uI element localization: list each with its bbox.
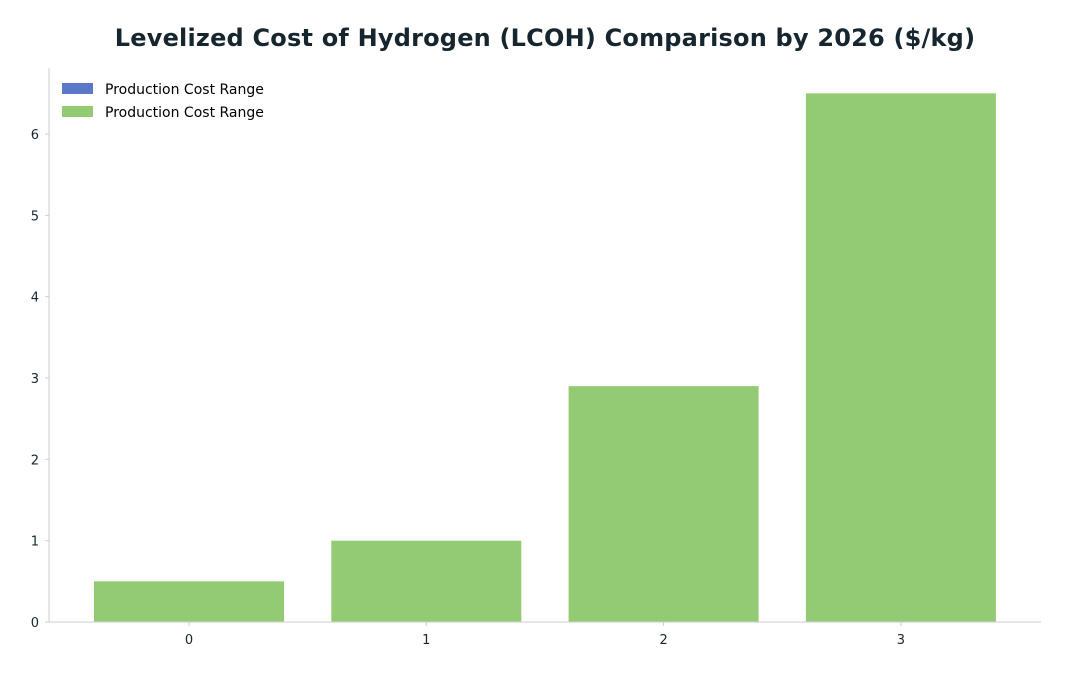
y-tick-label: 6 — [31, 128, 39, 143]
y-tick-label: 5 — [31, 209, 39, 224]
x-tick-label: 2 — [659, 633, 667, 648]
chart-title: Levelized Cost of Hydrogen (LCOH) Compar… — [114, 24, 976, 52]
y-tick-label: 3 — [31, 372, 39, 387]
y-axis-ticks: 0 1 2 3 4 5 6 — [31, 128, 49, 631]
y-tick-label: 1 — [31, 535, 39, 550]
x-axis-ticks: 0 1 2 3 — [185, 622, 905, 648]
legend-label: Production Cost Range — [105, 82, 264, 98]
y-tick-label: 2 — [31, 453, 39, 468]
axes-layer — [48, 68, 1041, 623]
x-tick-label: 1 — [422, 633, 430, 648]
x-tick-label: 0 — [185, 633, 193, 648]
bar-0 — [94, 581, 284, 622]
y-tick-label: 4 — [31, 291, 39, 306]
y-tick-label: 0 — [31, 616, 39, 631]
legend: Production Cost Range Production Cost Ran… — [62, 82, 264, 121]
legend-swatch — [62, 106, 93, 117]
bar-1 — [331, 540, 522, 622]
bar-2 — [568, 386, 759, 622]
legend-label: Production Cost Range — [105, 105, 264, 121]
legend-swatch — [62, 83, 93, 94]
bars-layer — [94, 93, 996, 623]
x-tick-label: 3 — [897, 633, 905, 648]
bar-3 — [805, 93, 996, 623]
